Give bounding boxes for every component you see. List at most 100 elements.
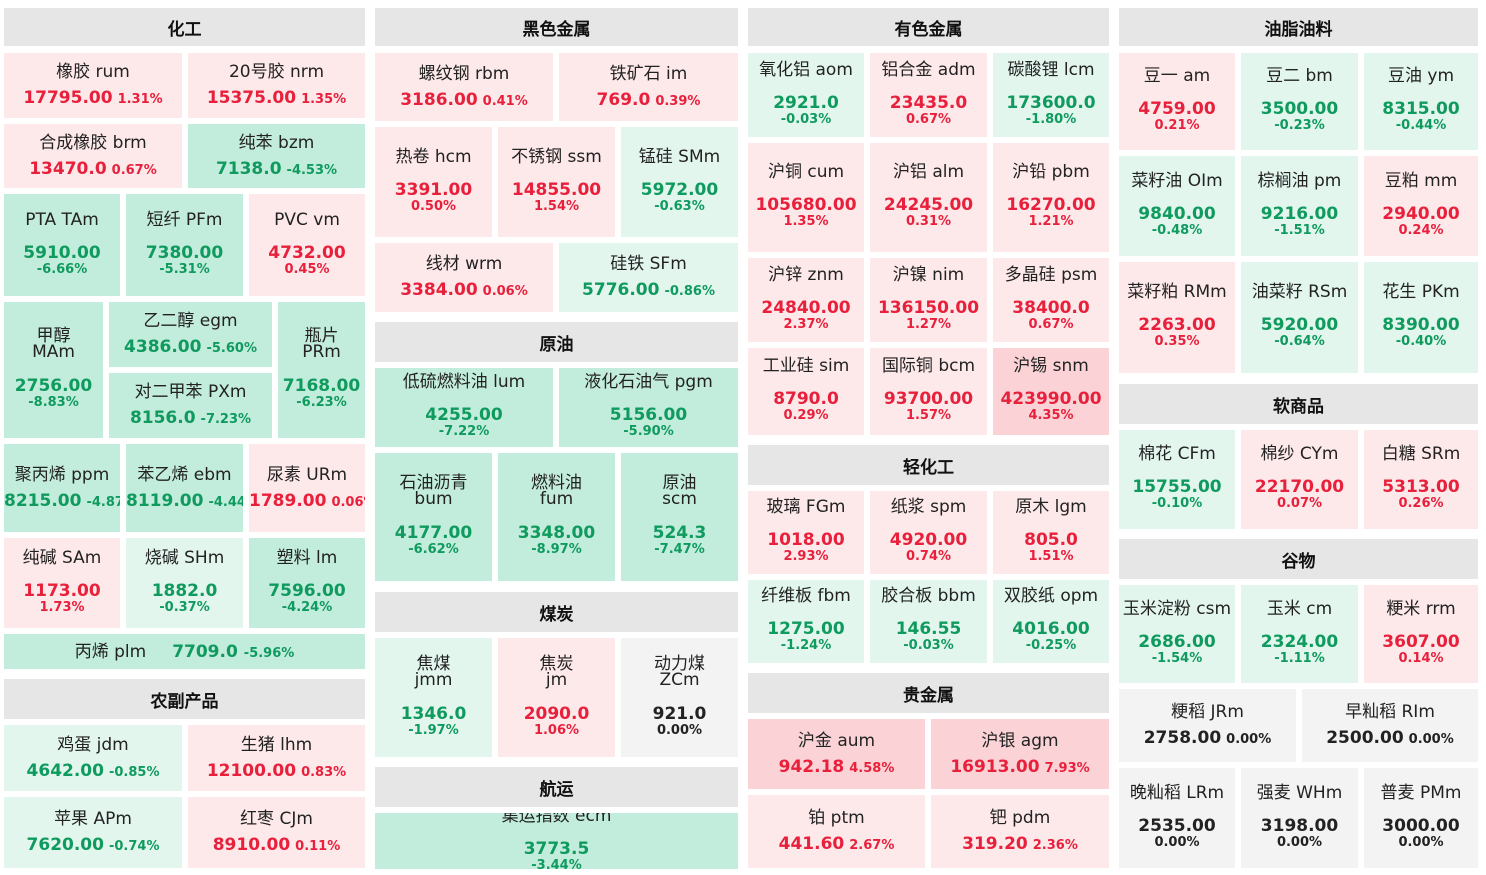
contract-tile-PMm[interactable]: 普麦 PMm 3000.00 0.00% [1364, 768, 1478, 868]
contract-tile-fbm[interactable]: 纤维板 fbm 1275.00 -1.24% [748, 580, 864, 663]
contract-tile-lhm[interactable]: 生猪 lhm 12100.00 0.83% [188, 725, 365, 791]
contract-tile-agm[interactable]: 沪银 agm 16913.00 7.93% [931, 719, 1109, 789]
contract-tile-FGm[interactable]: 玻璃 FGm 1018.00 2.93% [748, 491, 864, 574]
contract-change: -0.63% [654, 199, 705, 214]
contract-tile-egm[interactable]: 乙二醇 egm 4386.00 -5.60% [109, 302, 272, 367]
contract-change: -0.25% [1025, 638, 1077, 653]
contract-tile-mm[interactable]: 豆粕 mm 2940.00 0.24% [1364, 156, 1478, 256]
tile-price-row: 13470.0 0.67% [4, 160, 182, 180]
contract-tile-ym[interactable]: 豆油 ym 8315.00 -0.44% [1364, 53, 1478, 150]
contract-tile-im[interactable]: 铁矿石 im 769.0 0.39% [559, 53, 738, 121]
contract-tile-nim[interactable]: 沪镍 nim 136150.00 1.27% [870, 258, 987, 342]
contract-name: 晚籼稻 LRm [1129, 783, 1225, 803]
contract-tile-adm[interactable]: 铝合金 adm 23435.0 0.67% [870, 53, 987, 137]
contract-tile-csm[interactable]: 玉米淀粉 csm 2686.00 -1.54% [1119, 585, 1235, 683]
contract-tile-am[interactable]: 豆一 am 4759.00 0.21% [1119, 53, 1235, 150]
contract-tile-pdm[interactable]: 钯 pdm 319.20 2.36% [931, 795, 1109, 868]
contract-tile-TAm[interactable]: PTA TAm 5910.00 -6.66% [4, 194, 120, 296]
contract-tile-rrm[interactable]: 粳米 rrm 3607.00 0.14% [1364, 585, 1478, 683]
contract-tile-bbm[interactable]: 胶合板 bbm 146.55 -0.03% [870, 580, 987, 663]
contract-tile-CYm[interactable]: 棉纱 CYm 22170.00 0.07% [1241, 430, 1358, 529]
contract-tile-brm[interactable]: 合成橡胶 brm 13470.0 0.67% [4, 124, 182, 188]
contract-tile-snm[interactable]: 沪锡 snm 423990.00 4.35% [993, 348, 1109, 435]
contract-tile-rum[interactable]: 橡胶 rum 17795.00 1.31% [4, 53, 182, 118]
tile-price-row: 16913.00 7.93% [931, 758, 1109, 778]
contract-tile-hcm[interactable]: 热卷 hcm 3391.00 0.50% [375, 127, 492, 237]
contract-tile-WHm[interactable]: 强麦 WHm 3198.00 0.00% [1241, 768, 1358, 868]
contract-tile-pbm[interactable]: 沪铅 pbm 16270.00 1.21% [993, 143, 1109, 252]
contract-tile-opm[interactable]: 双胶纸 opm 4016.00 -0.25% [993, 580, 1109, 663]
contract-tile-znm[interactable]: 沪锌 znm 24840.00 2.37% [748, 258, 864, 342]
contract-tile-ecm[interactable]: 集运指数 ecm 3773.5 -3.44% [375, 813, 738, 869]
contract-tile-lum[interactable]: 低硫燃料油 lum 4255.00 -7.22% [375, 368, 553, 447]
contract-name: 塑料 lm [276, 548, 338, 568]
contract-tile-CFm[interactable]: 棉花 CFm 15755.00 -0.10% [1119, 430, 1235, 529]
contract-tile-PKm[interactable]: 花生 PKm 8390.00 -0.40% [1364, 262, 1478, 373]
contract-tile-JRm[interactable]: 粳稻 JRm 2758.00 0.00% [1119, 689, 1296, 762]
contract-tile-aom[interactable]: 氧化铝 aom 2921.0 -0.03% [748, 53, 864, 137]
tile-price-row: 942.18 4.58% [748, 758, 925, 778]
contract-change: 1.21% [1028, 214, 1074, 229]
contract-tile-ptm[interactable]: 铂 ptm 441.60 2.67% [748, 795, 925, 868]
contract-tile-rbm[interactable]: 螺纹钢 rbm 3186.00 0.41% [375, 53, 553, 121]
contract-name: 工业硅 sim [762, 356, 850, 376]
contract-change: 2.93% [783, 549, 829, 564]
contract-name: 棉纱 CYm [1260, 444, 1339, 464]
contract-change: 0.11% [295, 839, 341, 854]
contract-tile-PXm[interactable]: 对二甲苯 PXm 8156.0 -7.23% [109, 373, 272, 438]
section-header-crude: 原油 [375, 322, 738, 362]
contract-tile-aum[interactable]: 沪金 aum 942.18 4.58% [748, 719, 925, 789]
contract-tile-RIm[interactable]: 早籼稻 RIm 2500.00 0.00% [1302, 689, 1478, 762]
contract-tile-OIm[interactable]: 菜籽油 OIm 9840.00 -0.48% [1119, 156, 1235, 256]
contract-tile-wrm[interactable]: 线材 wrm 3384.00 0.06% [375, 243, 553, 312]
contract-tile-plm[interactable]: 丙烯 plm 7709.0 -5.96% [4, 634, 365, 669]
contract-tile-ebm[interactable]: 苯乙烯 ebm 8119.00 -4.44% [126, 444, 243, 532]
contract-name: 棕榈油 pm [1257, 171, 1342, 191]
contract-name: 豆油 ym [1387, 66, 1455, 86]
contract-tile-PRm[interactable]: 瓶片 PRm 7168.00 -6.23% [278, 302, 365, 438]
contract-tile-cm[interactable]: 玉米 cm 2324.00 -1.11% [1241, 585, 1358, 683]
contract-price: 8215.00 [4, 491, 82, 511]
contract-tile-pm[interactable]: 棕榈油 pm 9216.00 -1.51% [1241, 156, 1358, 256]
contract-tile-psm[interactable]: 多晶硅 psm 38400.0 0.67% [993, 258, 1109, 342]
contract-name: 铁矿石 im [609, 64, 688, 84]
contract-tile-bum[interactable]: 石油沥青 bum 4177.00 -6.62% [375, 453, 492, 581]
contract-tile-lgm[interactable]: 原木 lgm 805.0 1.51% [993, 491, 1109, 574]
contract-tile-vm[interactable]: PVC vm 4732.00 0.45% [249, 194, 365, 296]
contract-tile-SAm[interactable]: 纯碱 SAm 1173.00 1.73% [4, 538, 120, 628]
contract-price: 8156.0 [129, 408, 196, 428]
contract-tile-PFm[interactable]: 短纤 PFm 7380.00 -5.31% [126, 194, 243, 296]
contract-tile-MAm[interactable]: 甲醇 MAm 2756.00 -8.83% [4, 302, 103, 438]
contract-tile-scm[interactable]: 原油 scm 524.3 -7.47% [621, 453, 738, 581]
contract-tile-spm[interactable]: 纸浆 spm 4920.00 0.74% [870, 491, 987, 574]
contract-tile-bm[interactable]: 豆二 bm 3500.00 -0.23% [1241, 53, 1358, 150]
contract-tile-nrm[interactable]: 20号胶 nrm 15375.00 1.35% [188, 53, 365, 118]
contract-tile-SRm[interactable]: 白糖 SRm 5313.00 0.26% [1364, 430, 1478, 529]
contract-tile-jmm[interactable]: 焦煤 jmm 1346.0 -1.97% [375, 638, 492, 757]
contract-tile-alm[interactable]: 沪铝 alm 24245.00 0.31% [870, 143, 987, 252]
contract-tile-APm[interactable]: 苹果 APm 7620.00 -0.74% [4, 797, 182, 868]
contract-tile-ZCm[interactable]: 动力煤 ZCm 921.0 0.00% [621, 638, 738, 757]
contract-tile-lcm[interactable]: 碳酸锂 lcm 173600.0 -1.80% [993, 53, 1109, 137]
contract-tile-URm[interactable]: 尿素 URm 1789.00 0.06% [249, 444, 365, 532]
contract-tile-LRm[interactable]: 晚籼稻 LRm 2535.00 0.00% [1119, 768, 1235, 868]
contract-tile-SFm[interactable]: 硅铁 SFm 5776.00 -0.86% [559, 243, 738, 312]
contract-tile-fum[interactable]: 燃料油 fum 3348.00 -8.97% [498, 453, 615, 581]
contract-tile-sim[interactable]: 工业硅 sim 8790.0 0.29% [748, 348, 864, 435]
contract-tile-CJm[interactable]: 红枣 CJm 8910.00 0.11% [188, 797, 365, 868]
contract-tile-bzm[interactable]: 纯苯 bzm 7138.0 -4.53% [188, 124, 365, 188]
contract-tile-bcm[interactable]: 国际铜 bcm 93700.00 1.57% [870, 348, 987, 435]
contract-tile-jdm[interactable]: 鸡蛋 jdm 4642.00 -0.85% [4, 725, 182, 791]
contract-tile-pgm[interactable]: 液化石油气 pgm 5156.00 -5.90% [559, 368, 738, 447]
contract-tile-lm[interactable]: 塑料 lm 7596.00 -4.24% [249, 538, 365, 628]
contract-change: -5.90% [623, 424, 674, 439]
contract-tile-RMm[interactable]: 菜籽粕 RMm 2263.00 0.35% [1119, 262, 1235, 373]
contract-tile-jm[interactable]: 焦炭 jm 2090.0 1.06% [498, 638, 615, 757]
contract-tile-SMm[interactable]: 锰硅 SMm 5972.00 -0.63% [621, 127, 738, 237]
contract-tile-ssm[interactable]: 不锈钢 ssm 14855.00 1.54% [498, 127, 615, 237]
contract-tile-SHm[interactable]: 烧碱 SHm 1882.0 -0.37% [126, 538, 243, 628]
contract-tile-cum[interactable]: 沪铜 cum 105680.00 1.35% [748, 143, 864, 252]
contract-name: 沪锌 znm [768, 265, 844, 285]
contract-tile-ppm[interactable]: 聚丙烯 ppm 8215.00 -4.87% [4, 444, 120, 532]
contract-tile-RSm[interactable]: 油菜籽 RSm 5920.00 -0.64% [1241, 262, 1358, 373]
